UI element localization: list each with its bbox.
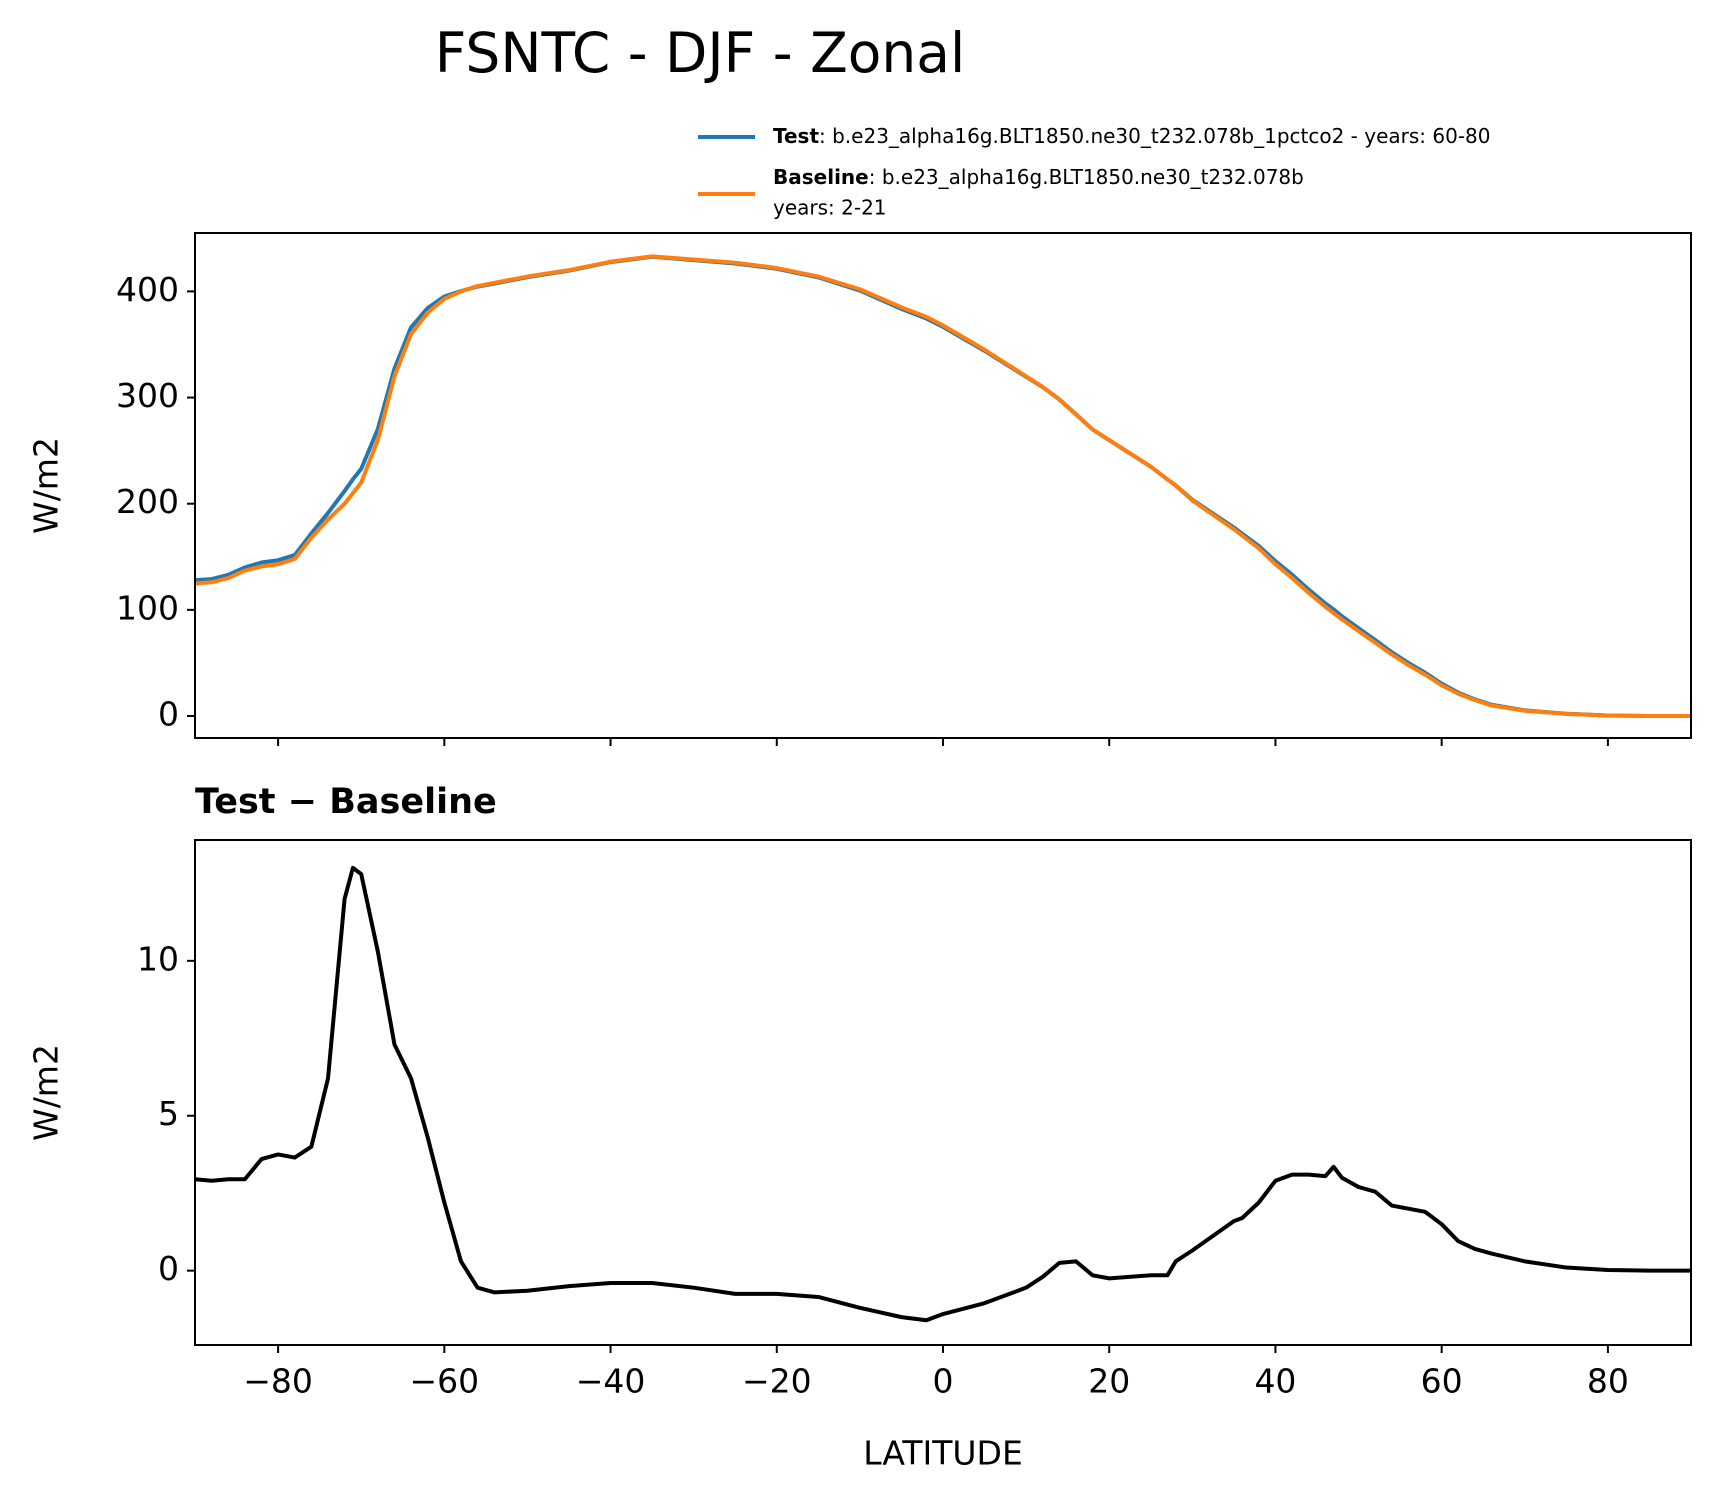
x-tick-label: −20: [742, 1362, 812, 1401]
x-tick-label: 20: [1088, 1362, 1130, 1401]
legend-text: : b.e23_alpha16g.BLT1850.ne30_t232.078b_…: [819, 124, 1491, 148]
chart-title: FSNTC - DJF - Zonal: [435, 21, 966, 85]
subplot-title: Test − Baseline: [195, 782, 497, 822]
data-line: [195, 865, 1691, 1323]
legend-label: Baseline: b.e23_alpha16g.BLT1850.ne30_t2…: [773, 165, 1304, 189]
plot-frame: [194, 232, 1692, 739]
legend-name: Test: [773, 124, 819, 148]
x-tick-label: −80: [243, 1362, 313, 1401]
y-axis-label: W/m2: [27, 437, 66, 534]
x-tick-label: −40: [576, 1362, 646, 1401]
y-tick-label: 100: [116, 588, 179, 627]
legend-text: : b.e23_alpha16g.BLT1850.ne30_t232.078b: [869, 165, 1304, 189]
x-tick-label: −60: [410, 1362, 480, 1401]
y-axis-label: W/m2: [27, 1044, 66, 1141]
y-tick-label: 400: [116, 270, 179, 309]
y-tick-label: 10: [137, 939, 179, 978]
legend-text: years: 2-21: [773, 196, 887, 220]
legend-label: Test: b.e23_alpha16g.BLT1850.ne30_t232.0…: [773, 124, 1491, 148]
y-tick-label: 5: [158, 1094, 179, 1133]
legend-name: Baseline: [773, 165, 869, 189]
x-tick-label: 80: [1587, 1362, 1629, 1401]
x-tick-label: 40: [1254, 1362, 1296, 1401]
x-axis-label: LATITUDE: [863, 1434, 1023, 1473]
data-line: [195, 254, 1691, 719]
x-tick-label: 0: [933, 1362, 954, 1401]
y-tick-label: 0: [158, 1249, 179, 1288]
x-tick-label: 60: [1421, 1362, 1463, 1401]
y-tick-label: 200: [116, 482, 179, 521]
plot-frame: [194, 839, 1692, 1346]
y-tick-label: 0: [158, 695, 179, 734]
y-tick-label: 300: [116, 376, 179, 415]
